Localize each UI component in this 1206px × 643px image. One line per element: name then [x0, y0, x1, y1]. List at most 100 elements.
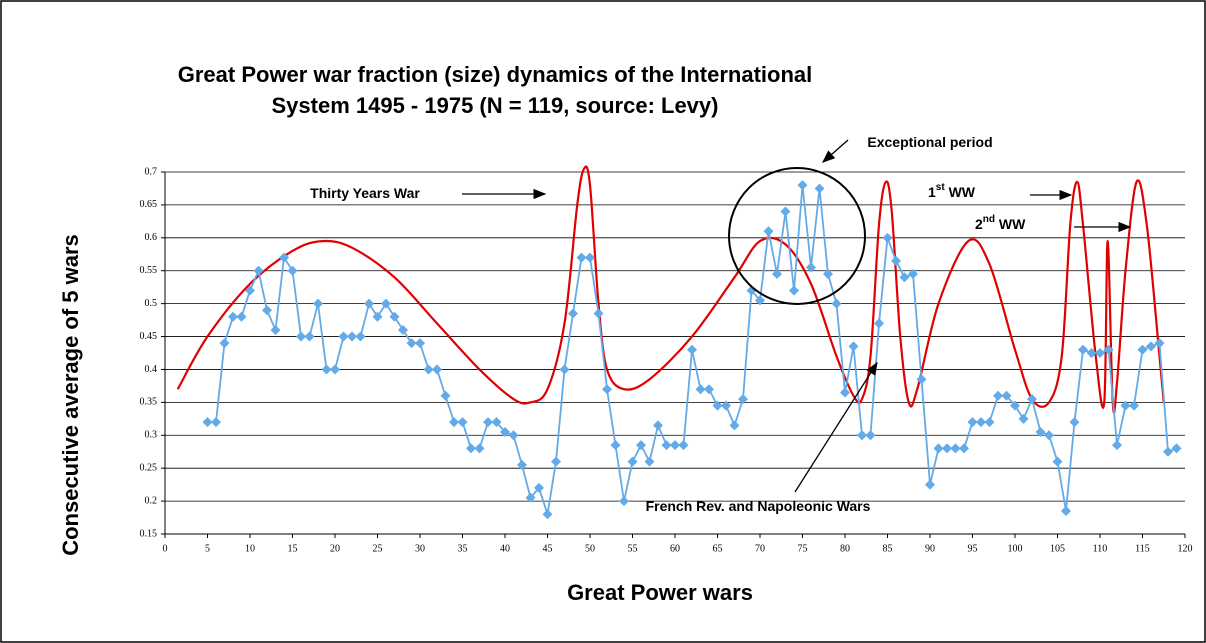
data-point [1078, 344, 1088, 355]
data-point [559, 364, 570, 375]
x-tick-label: 55 [628, 543, 638, 554]
data-point [831, 298, 842, 309]
data-point [687, 344, 697, 355]
data-point [780, 206, 791, 217]
data-point [950, 443, 961, 454]
x-tick-label: 115 [1135, 543, 1150, 554]
data-point [440, 390, 451, 401]
annotation: Exceptional period [867, 134, 992, 150]
data-point [517, 459, 527, 470]
y-tick-label: 0.45 [140, 331, 158, 342]
data-point [1095, 348, 1105, 358]
data-point [704, 384, 714, 395]
data-point [466, 443, 476, 454]
y-tick-label: 0.25 [140, 462, 158, 473]
data-point [916, 374, 927, 385]
x-tick-label: 85 [883, 543, 893, 554]
data-point [993, 390, 1003, 401]
data-point [1154, 338, 1165, 349]
data-point [321, 364, 332, 375]
data-point [848, 341, 859, 352]
y-tick-label: 0.2 [145, 495, 158, 506]
data-point [415, 338, 425, 349]
data-point [636, 440, 646, 451]
y-tick-label: 0.3 [145, 430, 158, 441]
data-point [899, 272, 910, 283]
data-point [814, 183, 825, 194]
annotation: French Rev. and Napoleonic Wars [646, 498, 871, 514]
data-point [500, 426, 510, 437]
data-point [449, 417, 459, 428]
data-point [1086, 348, 1097, 358]
x-tick-label: 95 [968, 543, 978, 554]
data-point [933, 443, 944, 454]
annotation-part: nd [983, 214, 995, 225]
data-point [406, 338, 417, 349]
data-point [279, 252, 289, 263]
data-point [398, 324, 408, 335]
data-point [372, 311, 383, 322]
data-point [967, 417, 978, 428]
x-tick-label: 60 [670, 543, 680, 554]
x-tick-label: 75 [798, 543, 808, 554]
data-point [364, 298, 374, 309]
data-point [508, 430, 519, 441]
data-point [491, 417, 502, 428]
y-tick-label: 0.5 [145, 298, 158, 309]
chart-title: Great Power war fraction (size) dynamics… [178, 62, 812, 87]
annotation: Thirty Years War [310, 185, 420, 201]
data-point [270, 324, 281, 335]
annotation-part: Thirty Years War [310, 185, 420, 201]
data-point [1061, 505, 1071, 516]
data-point [1103, 344, 1114, 355]
highlight-circle [728, 167, 866, 305]
x-axis-label: Great Power wars [567, 580, 753, 605]
data-point [262, 305, 272, 316]
data-point [389, 311, 400, 322]
data-point [219, 338, 230, 349]
data-point [585, 252, 595, 263]
data-point [576, 252, 587, 263]
data-point [1163, 446, 1173, 457]
data-point [653, 420, 663, 431]
data-point [797, 180, 808, 191]
data-point [525, 492, 536, 503]
data-point [738, 394, 748, 405]
data-point [661, 440, 672, 451]
x-tick-label: 70 [755, 543, 765, 554]
data-point [729, 420, 740, 431]
data-point [959, 443, 969, 454]
data-point [236, 311, 247, 322]
data-point [610, 440, 621, 451]
data-point [984, 417, 995, 428]
annotation-part: French Rev. and Napoleonic Wars [646, 498, 871, 514]
x-tick-label: 10 [245, 543, 255, 554]
data-point [1027, 394, 1037, 405]
data-point [347, 331, 357, 342]
annotation: 2nd WW [975, 214, 1026, 232]
annotation-part: 2 [975, 216, 983, 232]
x-tick-label: 25 [373, 543, 383, 554]
y-axis-label: Consecutive average of 5 wars [58, 234, 83, 556]
x-tick-label: 40 [500, 543, 510, 554]
data-point [381, 298, 391, 309]
data-point [695, 384, 706, 395]
data-point [338, 331, 349, 342]
data-point [1120, 400, 1131, 411]
data-point [1018, 413, 1029, 424]
x-tick-label: 50 [585, 543, 595, 554]
arrow [822, 139, 849, 163]
data-point [304, 331, 315, 342]
data-point [568, 308, 578, 319]
data-point [313, 298, 323, 309]
data-point [245, 285, 255, 296]
x-tick-label: 45 [543, 543, 553, 554]
data-point [1069, 417, 1080, 428]
data-point [211, 417, 221, 428]
data-point [1035, 426, 1046, 437]
data-point [474, 443, 485, 454]
x-tick-label: 80 [840, 543, 850, 554]
data-point [755, 295, 765, 306]
data-point [772, 269, 782, 280]
